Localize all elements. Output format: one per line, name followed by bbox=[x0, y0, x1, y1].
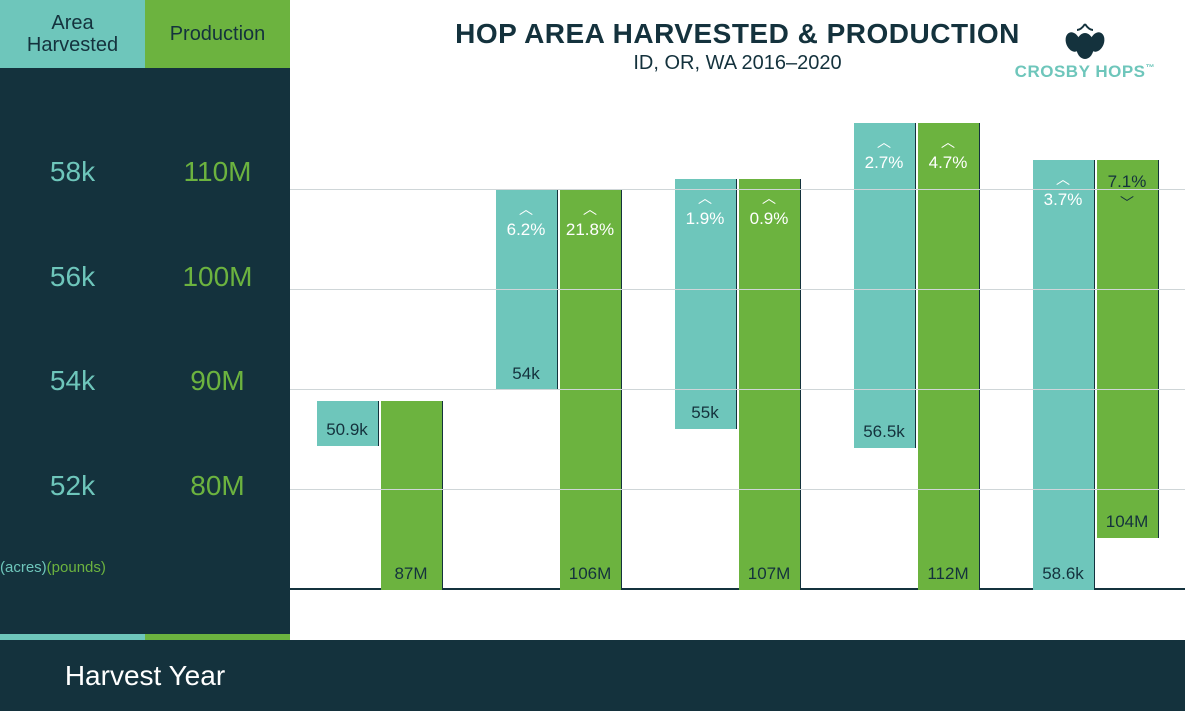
area-value: 54k bbox=[496, 364, 557, 384]
area-unit: (acres) bbox=[0, 559, 47, 576]
year-label: 2016 bbox=[290, 602, 469, 634]
chevron-up-icon: ︿ bbox=[739, 191, 800, 205]
x-axis-title: Harvest Year bbox=[0, 640, 290, 711]
brand-logo: CROSBY HOPS™ bbox=[1015, 20, 1155, 82]
prod-bar: 7.1%﹀ 104M bbox=[1097, 160, 1159, 538]
area-value: 56.5k bbox=[854, 422, 915, 442]
area-change: ︿1.9% bbox=[675, 191, 736, 229]
y-axis-panel: AreaHarvested Production (acres) (pounds… bbox=[0, 0, 290, 640]
prod-change: 7.1%﹀ bbox=[1097, 172, 1158, 210]
tick-row: 52k80M bbox=[0, 470, 290, 502]
prod-unit: (pounds) bbox=[47, 559, 106, 576]
area-tick: 58k bbox=[0, 156, 145, 188]
hop-icon bbox=[1057, 20, 1113, 60]
gridline bbox=[290, 389, 1185, 390]
year-group: ︿1.9%55k︿0.9%107M2018 bbox=[648, 90, 827, 590]
y-axis-ticks: (acres) (pounds) 52k80M54k90M56k100M58k1… bbox=[0, 68, 290, 590]
chevron-up-icon: ︿ bbox=[560, 202, 621, 216]
bar-groups: 50.9k87M2016︿6.2%54k︿21.8%106M2017︿1.9%5… bbox=[290, 90, 1185, 590]
area-bar: ︿6.2% 54k bbox=[496, 190, 558, 390]
plot-region: HOP AREA HARVESTED & PRODUCTION ID, OR, … bbox=[290, 0, 1185, 640]
prod-change: ︿4.7% bbox=[918, 135, 979, 173]
prod-change: ︿21.8% bbox=[560, 202, 621, 240]
prod-value: 87M bbox=[381, 564, 442, 584]
prod-underline bbox=[145, 634, 290, 640]
prod-bar: ︿0.9% 107M bbox=[739, 179, 801, 590]
area-bar: ︿3.7% 58.6k bbox=[1033, 160, 1095, 590]
prod-tick: 90M bbox=[145, 365, 290, 397]
tick-row: 56k100M bbox=[0, 261, 290, 293]
brand-name: CROSBY HOPS™ bbox=[1015, 62, 1155, 82]
chevron-up-icon: ︿ bbox=[1033, 172, 1094, 186]
area-bar: 50.9k bbox=[317, 401, 379, 446]
prod-tick: 100M bbox=[145, 261, 290, 293]
year-group: ︿6.2%54k︿21.8%106M2017 bbox=[469, 90, 648, 590]
chevron-up-icon: ︿ bbox=[496, 202, 557, 216]
plot-area: 50.9k87M2016︿6.2%54k︿21.8%106M2017︿1.9%5… bbox=[290, 90, 1185, 590]
area-change: ︿6.2% bbox=[496, 202, 557, 240]
gridline bbox=[290, 189, 1185, 190]
tick-row: 58k110M bbox=[0, 156, 290, 188]
area-tick: 54k bbox=[0, 365, 145, 397]
area-value: 55k bbox=[675, 403, 736, 423]
area-value: 50.9k bbox=[317, 420, 378, 440]
area-change: ︿3.7% bbox=[1033, 172, 1094, 210]
chevron-up-icon: ︿ bbox=[918, 135, 979, 149]
prod-tick: 80M bbox=[145, 470, 290, 502]
production-axis-header: Production bbox=[145, 0, 290, 68]
year-label: 2019 bbox=[827, 602, 1006, 634]
prod-value: 106M bbox=[560, 564, 621, 584]
chevron-down-icon: ﹀ bbox=[1097, 196, 1158, 210]
tick-row: 54k90M bbox=[0, 365, 290, 397]
gridline bbox=[290, 289, 1185, 290]
area-underline bbox=[0, 634, 145, 640]
area-bar: ︿1.9% 55k bbox=[675, 179, 737, 429]
prod-bar: ︿4.7% 112M bbox=[918, 123, 980, 590]
year-label: 2017 bbox=[469, 602, 648, 634]
gridline bbox=[290, 489, 1185, 490]
chevron-up-icon: ︿ bbox=[854, 135, 915, 149]
prod-bar: 87M bbox=[381, 401, 443, 590]
area-tick: 56k bbox=[0, 261, 145, 293]
area-bar: ︿2.7% 56.5k bbox=[854, 123, 916, 448]
prod-value: 112M bbox=[918, 564, 979, 584]
year-group: 50.9k87M2016 bbox=[290, 90, 469, 590]
prod-bar: ︿21.8% 106M bbox=[560, 190, 622, 590]
area-tick: 52k bbox=[0, 470, 145, 502]
area-axis-header: AreaHarvested bbox=[0, 0, 145, 68]
year-group: ︿3.7%58.6k7.1%﹀104M2020 bbox=[1006, 90, 1185, 590]
area-value: 58.6k bbox=[1033, 564, 1094, 584]
chart-canvas: Harvest Year AreaHarvested Production (a… bbox=[0, 0, 1185, 711]
year-group: ︿2.7%56.5k︿4.7%112M2019 bbox=[827, 90, 1006, 590]
chevron-up-icon: ︿ bbox=[675, 191, 736, 205]
prod-change: ︿0.9% bbox=[739, 191, 800, 229]
year-label: 2020 bbox=[1006, 602, 1185, 634]
area-change: ︿2.7% bbox=[854, 135, 915, 173]
x-axis-strip: Harvest Year bbox=[0, 640, 1185, 711]
prod-value: 104M bbox=[1097, 512, 1158, 532]
prod-tick: 110M bbox=[145, 156, 290, 188]
year-label: 2018 bbox=[648, 602, 827, 634]
prod-value: 107M bbox=[739, 564, 800, 584]
